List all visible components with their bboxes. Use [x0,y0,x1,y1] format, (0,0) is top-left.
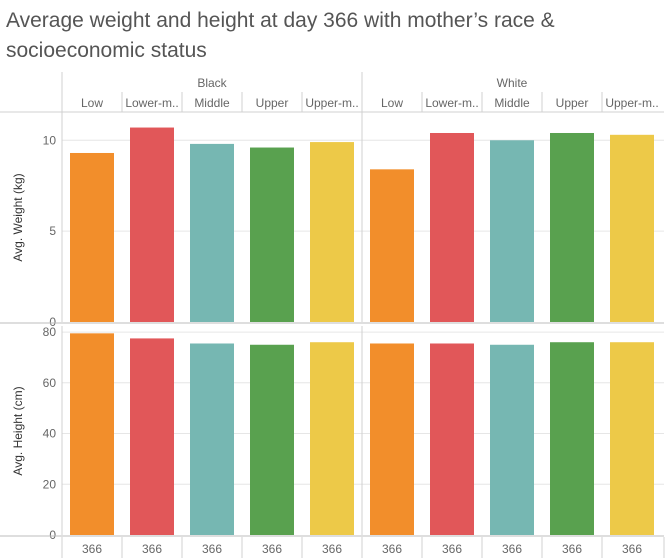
bar-black [190,143,234,322]
bar-black [190,343,234,535]
y-tick-label: 5 [49,224,56,238]
chart-title: Average weight and height at day 366 wit… [6,9,555,62]
bar-white [370,343,414,535]
x-tick-label: 366 [142,542,162,556]
category-header-label: Upper [556,96,589,110]
category-header-label: Upper-m.. [605,96,658,110]
bar-white [490,140,534,322]
y-tick-label: 60 [43,376,57,390]
x-tick-label: 366 [202,542,222,556]
category-header-label: Lower-m.. [425,96,478,110]
y-tick-label: 10 [43,133,57,147]
x-tick-label: 366 [82,542,102,556]
y-tick-label: 80 [43,325,57,339]
category-header-label: Lower-m.. [125,96,178,110]
category-header-label: Middle [194,96,230,110]
group-header-white: White [497,76,528,90]
bar-white [430,132,474,322]
x-tick-label: 366 [382,542,402,556]
x-tick-label: 366 [562,542,582,556]
bar-white [610,134,654,322]
group-header-black: Black [197,76,227,90]
x-tick-label: 366 [442,542,462,556]
x-tick-label: 366 [262,542,282,556]
bar-black [310,342,354,535]
x-tick-label: 366 [622,542,642,556]
bar-black [70,152,114,322]
y-axis-title: Avg. Height (cm) [11,386,25,475]
category-header-label: Low [81,96,103,110]
y-axis-title: Avg. Weight (kg) [11,173,25,261]
y-tick-label: 0 [49,315,56,329]
y-tick-label: 20 [43,477,57,491]
bar-black [130,127,174,323]
category-header-label: Upper-m.. [305,96,358,110]
bar-white [550,132,594,322]
bar-black [310,142,354,322]
y-tick-label: 40 [43,427,57,441]
bar-black [130,338,174,535]
bar-black [250,147,294,322]
bar-white [550,342,594,535]
bar-white [370,169,414,322]
x-tick-label: 366 [322,542,342,556]
category-header-label: Low [381,96,403,110]
category-header-label: Upper [256,96,289,110]
bar-black [250,344,294,535]
bar-black [70,333,114,535]
x-tick-label: 366 [502,542,522,556]
bar-white [430,343,474,535]
category-header-label: Middle [494,96,530,110]
bar-white [610,342,654,535]
bar-white [490,344,534,535]
y-tick-label: 0 [49,528,56,542]
